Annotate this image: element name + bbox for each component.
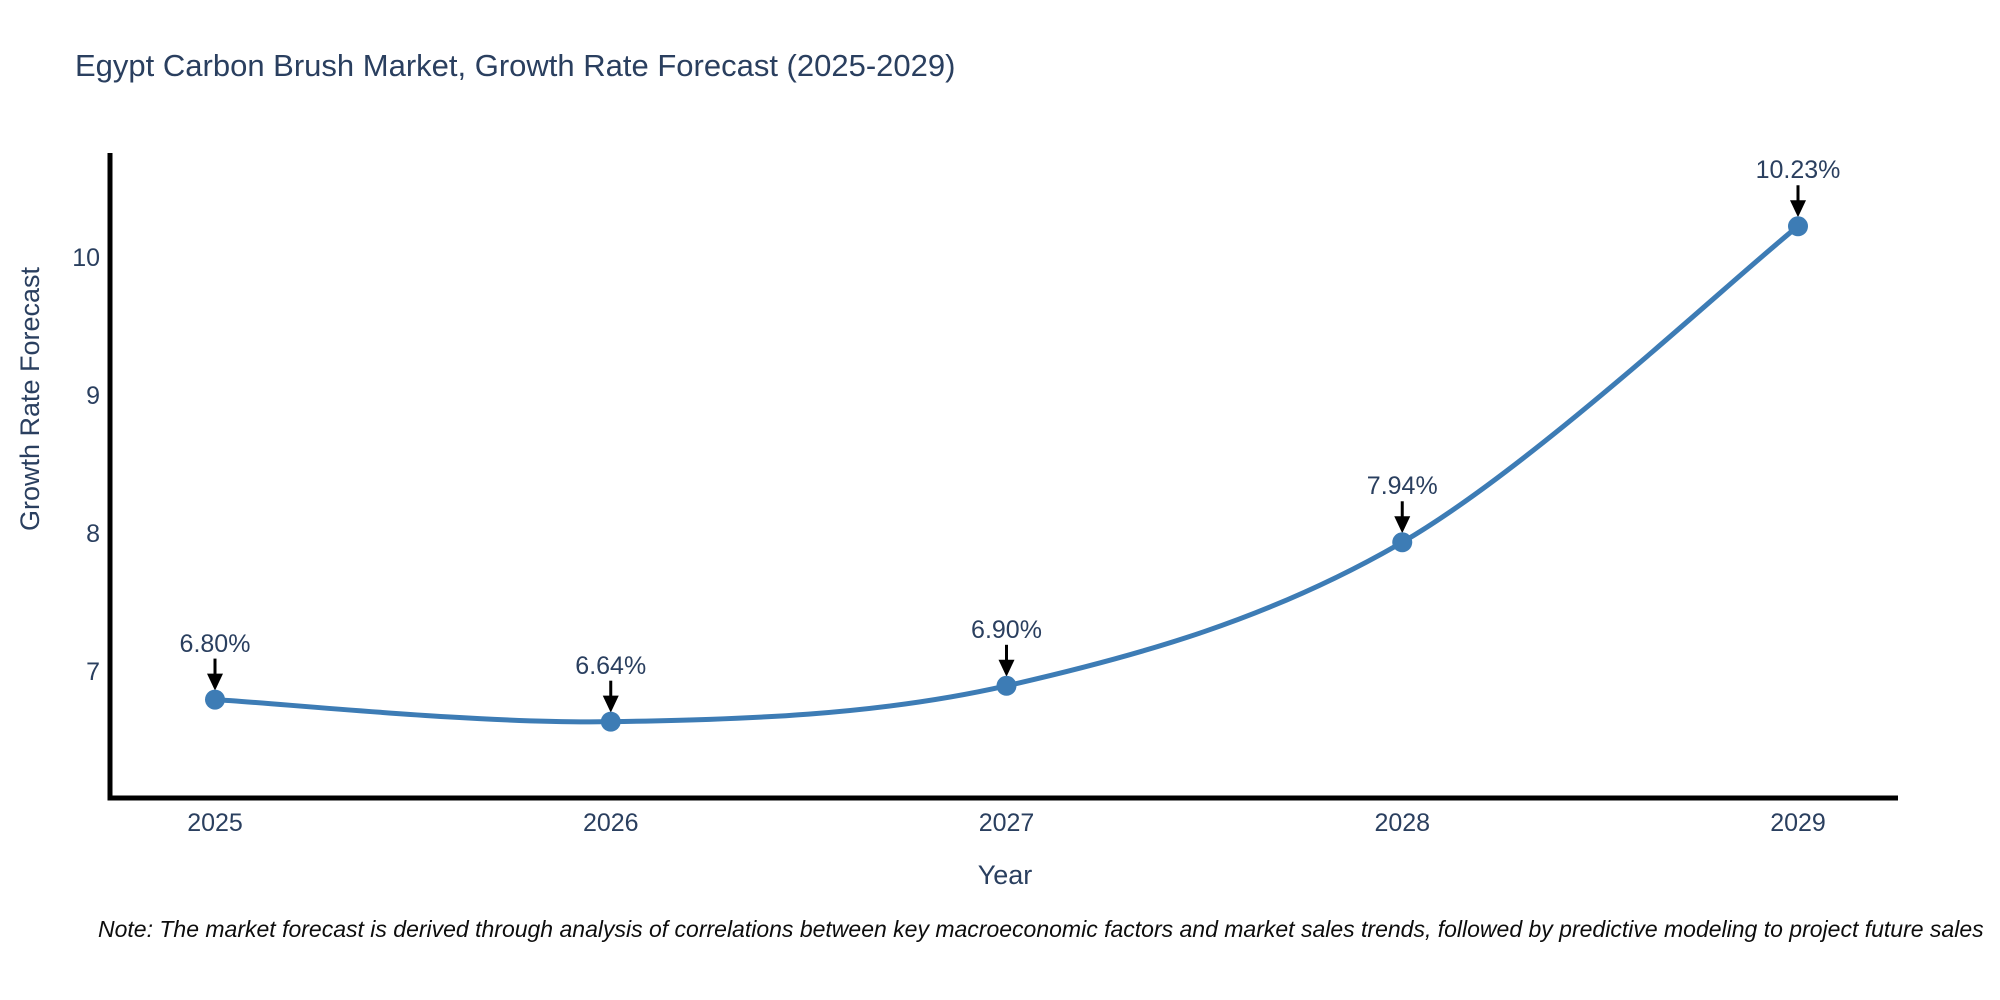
x-tick-2028: 2028: [1374, 809, 1431, 837]
annotation-arrowhead-icon: [998, 659, 1015, 677]
x-tick-2027: 2027: [978, 809, 1035, 837]
data-point-2025: [205, 689, 225, 710]
y-tick-9: 9: [86, 382, 100, 410]
annotation-label-2029: 10.23%: [1755, 156, 1841, 185]
y-tick-10: 10: [72, 244, 100, 272]
annotation-label-2027: 6.90%: [971, 615, 1042, 644]
trend-line: [212, 223, 1801, 725]
axis-spines: [107, 153, 1898, 801]
chart-title: Egypt Carbon Brush Market, Growth Rate F…: [75, 48, 956, 83]
x-tick-2029: 2029: [1770, 809, 1826, 837]
x-tick-2026: 2026: [582, 809, 639, 837]
annotation-arrowhead-icon: [1394, 516, 1411, 534]
data-point-2028: [1392, 532, 1413, 553]
annotation-label-2026: 6.64%: [575, 651, 647, 680]
annotation-arrowhead-icon: [602, 695, 619, 713]
annotation-label-2028: 7.94%: [1366, 472, 1438, 501]
footnote: Note: The market forecast is derived thr…: [98, 916, 1984, 942]
data-point-2029: [1788, 216, 1808, 237]
x-axis-title: Year: [977, 860, 1033, 890]
y-tick-8: 8: [86, 520, 100, 548]
data-point-2027: [996, 675, 1017, 696]
y-tick-7: 7: [86, 658, 100, 686]
annotation-arrowhead-icon: [207, 673, 223, 691]
data-point-2026: [600, 711, 621, 732]
x-tick-2025: 2025: [187, 809, 243, 837]
annotation-label-2025: 6.80%: [179, 629, 251, 658]
annotation-arrowhead-icon: [1790, 200, 1806, 218]
